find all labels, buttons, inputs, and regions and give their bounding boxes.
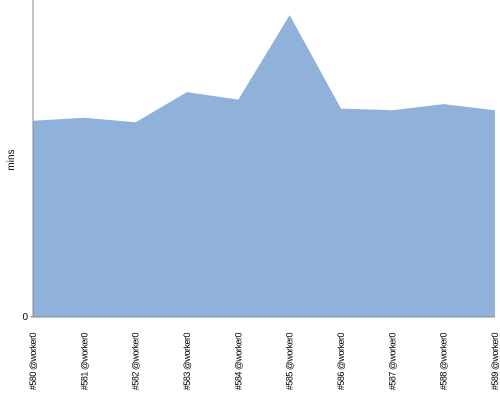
x-tick-label: #583 @worker0	[182, 333, 192, 391]
x-tick-label: #587 @worker0	[387, 333, 397, 391]
x-tick-label: #589 @worker0	[490, 333, 500, 391]
x-tick-label: #585 @worker0	[285, 333, 295, 391]
x-tick-label: #581 @worker0	[79, 333, 89, 391]
area	[33, 15, 495, 317]
x-tick-label: #580 @worker0	[28, 333, 38, 391]
y-tick-label: 0	[22, 312, 28, 323]
x-tick-label: #586 @worker0	[336, 333, 346, 391]
x-tick-label: #582 @worker0	[131, 333, 141, 391]
y-axis-label: mins	[6, 149, 17, 170]
x-tick-label: #584 @worker0	[233, 333, 243, 391]
x-tick-label: #588 @worker0	[439, 333, 449, 391]
